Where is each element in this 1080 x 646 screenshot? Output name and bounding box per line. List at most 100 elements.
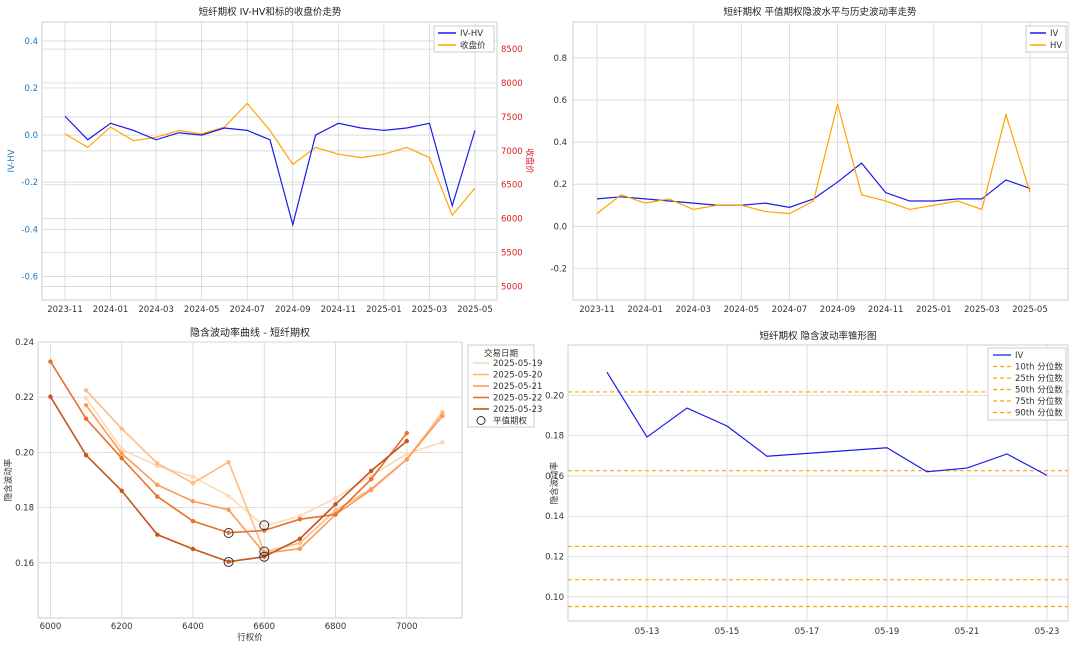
data-point <box>190 480 196 486</box>
y2-tick-label: 6000 <box>501 215 523 225</box>
legend-label: IV <box>1015 351 1024 361</box>
x-tick-label: 2024-09 <box>275 305 311 315</box>
chart-title: 短纤期权 IV-HV和标的收盘价走势 <box>199 6 342 18</box>
x-tick-label: 7000 <box>396 622 418 632</box>
y-tick-label: 0.16 <box>15 559 34 569</box>
y-tick-label: 0.16 <box>545 472 564 482</box>
y2-tick-label: 5000 <box>501 282 523 292</box>
y-axis-label: IV-HV <box>7 149 17 172</box>
data-point <box>297 541 303 546</box>
plot-frame <box>37 341 463 619</box>
y-tick-label: 0.0 <box>553 222 567 232</box>
series-close-price-line <box>64 102 476 217</box>
legend: IV HV <box>1025 25 1067 53</box>
y2-tick-label: 6500 <box>501 181 523 191</box>
data-point <box>333 508 338 513</box>
x-tick-label: 2024-11 <box>321 305 357 315</box>
y2-tick-label: 8000 <box>501 79 523 89</box>
x-tick-label: 2025-05 <box>457 305 493 315</box>
legend-label: 50th 分位数 <box>1015 385 1063 396</box>
data-point <box>190 546 196 552</box>
y-tick-label: 0.6 <box>553 96 567 106</box>
data-point <box>83 388 89 393</box>
data-point <box>83 403 89 408</box>
data-point <box>190 518 196 524</box>
data-point <box>404 451 409 456</box>
legend-label: 平值期权 <box>493 416 528 427</box>
legend-label: 25th 分位数 <box>1015 373 1063 384</box>
data-point <box>404 438 409 444</box>
data-point <box>368 487 374 493</box>
data-point <box>83 452 89 458</box>
y-tick-label: -0.2 <box>550 264 567 274</box>
y-tick-label: -0.4 <box>21 225 38 235</box>
data-point <box>368 468 374 474</box>
y-tick-label: 0.2 <box>553 180 567 190</box>
data-point <box>155 532 160 537</box>
panel-iv-cone: 短纤期权 隐含波动率锥形图 隐含波动率 05-13 05-15 05-17 05-19… <box>545 330 1069 637</box>
x-tick-label: 2025-01 <box>366 305 402 315</box>
x-tick-label: 2025-03 <box>964 305 1000 315</box>
y-tick-label: 0.24 <box>15 338 34 348</box>
y-tick-label: 0.2 <box>24 84 38 94</box>
panel-iv-hv-trend: 短纤期权 平值期权隐波水平与历史波动率走势 2023-11 2024-01 2024… <box>550 6 1069 315</box>
x-tick-label: 2024-03 <box>138 305 174 315</box>
atm-marker <box>223 527 234 538</box>
y-tick-label: -0.6 <box>21 272 38 282</box>
data-point <box>83 395 89 401</box>
legend-label-iv-hv: IV-HV <box>460 29 483 39</box>
data-point <box>297 513 303 519</box>
data-point <box>226 459 231 465</box>
panel-iv-smile: 隐含波动率曲线 - 短纤期权 行权价 隐含波动率 6000 6200 6400 660… <box>3 326 542 643</box>
x-tick-label: 05-23 <box>1035 627 1060 637</box>
chart-title: 短纤期权 平值期权隐波水平与历史波动率走势 <box>723 6 917 18</box>
y-tick-label: 0.18 <box>15 504 34 514</box>
y2-tick-label: 7000 <box>501 147 523 157</box>
x-tick-label: 2023-11 <box>47 305 83 315</box>
data-point <box>119 426 124 431</box>
data-point <box>440 439 445 445</box>
plot-frame <box>41 21 498 301</box>
data-point <box>297 546 303 551</box>
legend-box <box>1025 25 1067 53</box>
data-point <box>190 474 196 479</box>
y-tick-label: 0.12 <box>545 553 564 563</box>
data-point <box>297 536 303 541</box>
data-point <box>226 559 231 564</box>
legend-label-iv: IV <box>1050 29 1059 39</box>
legend-box <box>987 347 1067 421</box>
x-tick-label: 05-21 <box>955 627 980 637</box>
x-tick-label: 2024-01 <box>93 305 129 315</box>
data-point <box>155 494 160 499</box>
data-point <box>440 413 445 419</box>
legend: IV-HV 收盘价 <box>433 25 495 53</box>
y-axis-label: 隐含波动率 <box>549 461 560 504</box>
data-point <box>404 430 409 436</box>
chart-title: 隐含波动率曲线 - 短纤期权 <box>190 326 310 339</box>
data-point <box>333 512 338 517</box>
y-tick-label: 0.8 <box>553 54 567 64</box>
y-axis-label: 隐含波动率 <box>3 458 14 501</box>
x-tick-label: 2024-07 <box>772 305 808 315</box>
data-point <box>333 502 338 507</box>
y-tick-label: 0.10 <box>545 593 564 603</box>
x-tick-label: 6000 <box>40 622 62 632</box>
y2-tick-label: 7500 <box>501 113 523 123</box>
x-tick-label: 2024-07 <box>229 305 265 315</box>
x-tick-label: 2025-03 <box>412 305 448 315</box>
x-tick-label: 6800 <box>325 622 347 632</box>
atm-marker <box>223 556 234 567</box>
x-axis-label: 行权价 <box>237 632 263 643</box>
x-tick-label: 05-15 <box>715 627 740 637</box>
data-point <box>226 530 231 535</box>
y-tick-label: 0.20 <box>545 391 564 401</box>
atm-marker <box>259 551 270 562</box>
plot-frame <box>572 21 1069 301</box>
legend-box <box>433 25 495 53</box>
data-point <box>368 476 374 482</box>
series-hv-line <box>596 103 1031 215</box>
data-point <box>83 416 89 421</box>
